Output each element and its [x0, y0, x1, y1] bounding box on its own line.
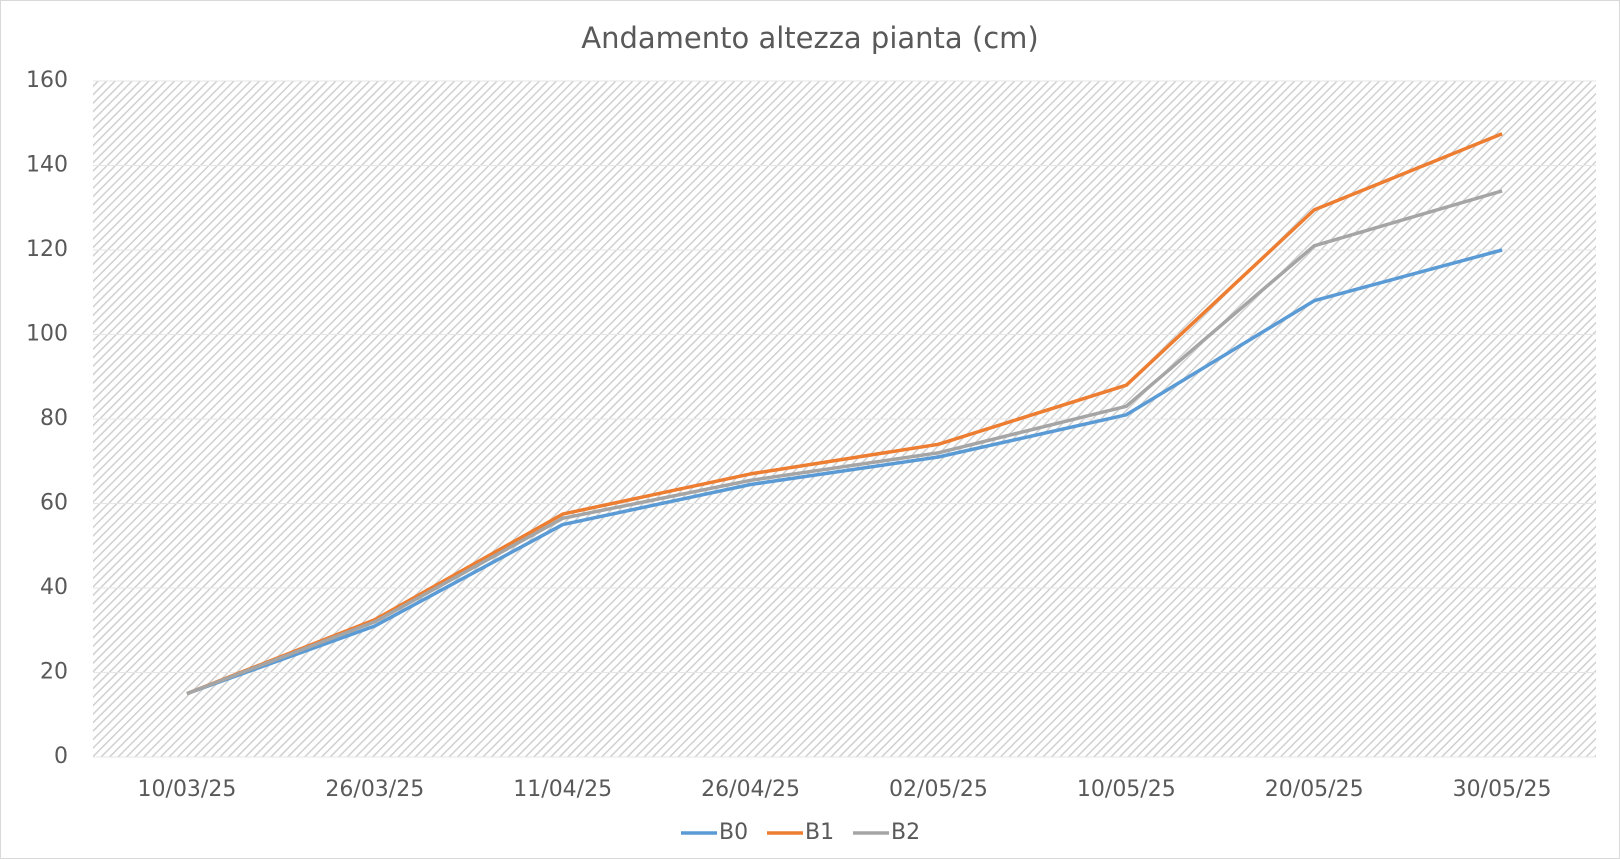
- x-tick-label: 02/05/25: [889, 777, 988, 802]
- legend-label: B0: [719, 820, 748, 845]
- x-tick-label: 30/05/25: [1453, 777, 1552, 802]
- legend-label: B1: [805, 820, 834, 845]
- x-tick-label: 10/03/25: [138, 777, 237, 802]
- x-tick-label: 20/05/25: [1265, 777, 1364, 802]
- y-tick-label: 120: [26, 237, 68, 262]
- x-tick-label: 26/03/25: [325, 777, 424, 802]
- y-tick-label: 140: [26, 153, 68, 178]
- x-tick-label: 10/05/25: [1077, 777, 1176, 802]
- y-tick-label: 0: [54, 744, 68, 769]
- y-tick-label: 40: [40, 575, 68, 600]
- series-line: [186, 248, 1503, 696]
- legend-label: B2: [891, 820, 920, 845]
- y-tick-label: 160: [26, 68, 68, 93]
- x-tick-label: 11/04/25: [513, 777, 612, 802]
- series-line: [186, 189, 1503, 696]
- y-tick-label: 60: [40, 491, 68, 516]
- y-tick-label: 80: [40, 406, 68, 431]
- series-line: [186, 132, 1503, 696]
- chart-title: Andamento altezza pianta (cm): [581, 21, 1038, 55]
- x-tick-label: 26/04/25: [701, 777, 800, 802]
- y-tick-label: 100: [26, 322, 68, 347]
- y-tick-label: 20: [40, 660, 68, 685]
